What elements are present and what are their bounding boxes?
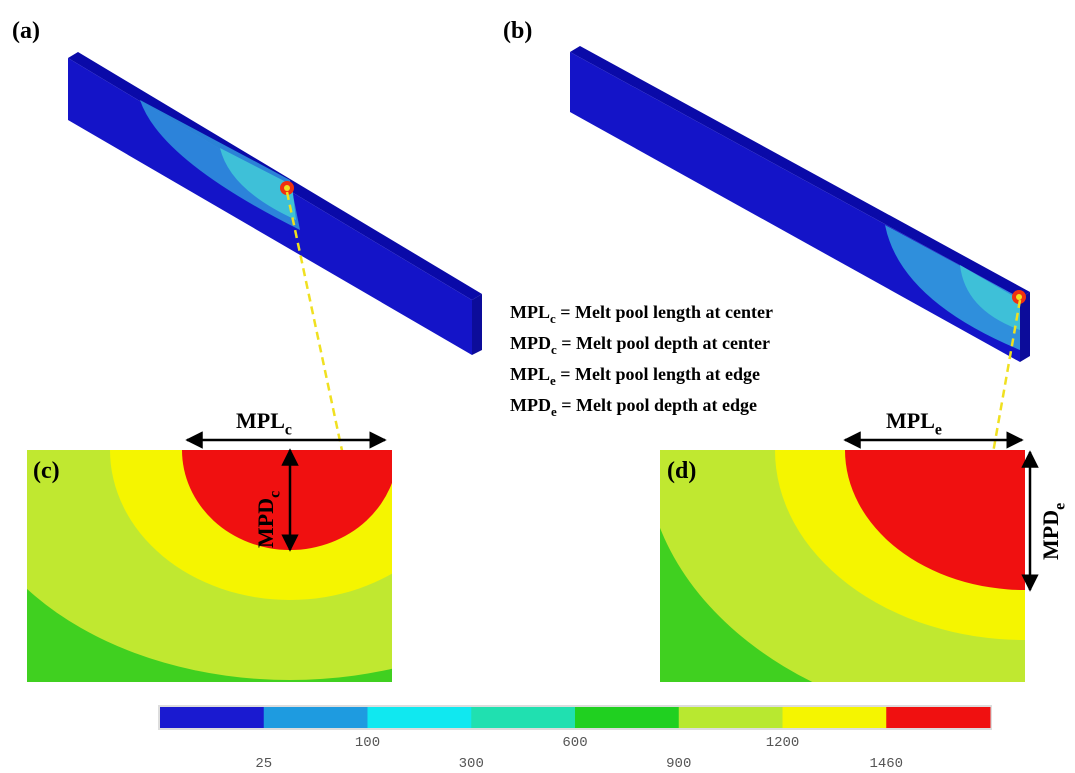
colorbar-segment bbox=[368, 707, 472, 728]
colorbar-label: 25 bbox=[255, 756, 272, 772]
definition-text: = Melt pool length at edge bbox=[556, 364, 760, 384]
definition: MPLe = Melt pool length at edge bbox=[510, 364, 760, 388]
beam-a bbox=[68, 52, 482, 355]
panel-label: (c) bbox=[33, 458, 60, 484]
colorbar-segment bbox=[471, 707, 575, 728]
symbol-base: MPL bbox=[886, 408, 935, 433]
definition-text: = Melt pool length at center bbox=[556, 302, 773, 322]
colorbar-segment bbox=[264, 707, 368, 728]
definition-text: = Melt pool depth at edge bbox=[557, 395, 757, 415]
colorbar-label: 900 bbox=[666, 756, 691, 772]
colorbar-label: 300 bbox=[459, 756, 484, 772]
panel-label: (d) bbox=[667, 458, 696, 484]
colorbar-label: 600 bbox=[562, 735, 587, 751]
colorbar-segment bbox=[679, 707, 783, 728]
symbol-base: MPD bbox=[510, 395, 551, 415]
colorbar-segment bbox=[575, 707, 679, 728]
definition: MPLc = Melt pool length at center bbox=[510, 302, 773, 326]
symbol-base: MPL bbox=[510, 302, 550, 322]
colorbar: 25 100 300 600 900 1200 1460 bbox=[158, 705, 992, 772]
symbol-sub: e bbox=[1052, 503, 1069, 510]
symbol-base: MPD bbox=[1038, 510, 1063, 560]
colorbar-segment bbox=[783, 707, 887, 728]
mpl-c-label: MPLc bbox=[236, 408, 292, 439]
colorbar-label: 100 bbox=[355, 735, 380, 751]
colorbar-label: 1460 bbox=[869, 756, 903, 772]
definition-text: = Melt pool depth at center bbox=[557, 333, 770, 353]
colorbar-segment bbox=[886, 707, 990, 728]
figure: 2510030060090012001460 (a)(b)(c)(d)MPLcM… bbox=[0, 0, 1075, 773]
mpl-e-label: MPLe bbox=[886, 408, 942, 439]
symbol-base: MPD bbox=[510, 333, 551, 353]
definition: MPDc = Melt pool depth at center bbox=[510, 333, 770, 357]
colorbar-segment bbox=[160, 707, 264, 728]
contour-c bbox=[0, 220, 620, 682]
colorbar-label: 1200 bbox=[766, 735, 800, 751]
mpd-e-label: MPDe bbox=[1038, 503, 1069, 560]
symbol-base: MPL bbox=[236, 408, 285, 433]
panel-label: (a) bbox=[12, 18, 40, 44]
symbol-base: MPD bbox=[253, 498, 278, 548]
panel-label: (b) bbox=[503, 18, 532, 44]
symbol-sub: c bbox=[267, 491, 284, 498]
symbol-sub: e bbox=[935, 422, 942, 439]
symbol-sub: c bbox=[285, 422, 292, 439]
definition: MPDe = Melt pool depth at edge bbox=[510, 395, 757, 419]
symbol-base: MPL bbox=[510, 364, 550, 384]
